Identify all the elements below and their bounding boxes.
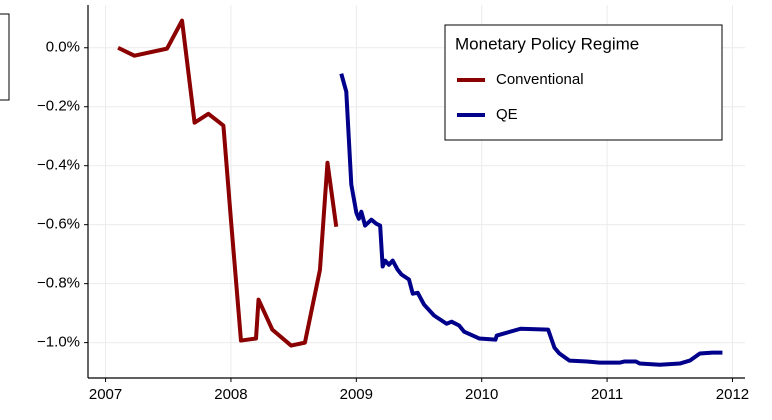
series-line — [339, 73, 723, 367]
lines — [117, 18, 723, 367]
series-line — [117, 18, 339, 348]
x-tick-label: 2010 — [465, 386, 498, 403]
y-tick-label: −1.0% — [37, 334, 80, 351]
legend-label: Conventional — [496, 71, 584, 88]
legend-title: Monetary Policy Regime — [455, 34, 639, 53]
x-tick-label: 2012 — [716, 386, 749, 403]
y-tick-label: −0.6% — [37, 216, 80, 233]
legend-box — [444, 24, 723, 141]
y-tick-label: −0.8% — [37, 275, 80, 292]
x-tick-label: 2008 — [214, 386, 247, 403]
y-tick-label: −0.4% — [37, 157, 80, 174]
x-tick-label: 2011 — [591, 386, 623, 403]
y-tick-label: −0.2% — [37, 98, 80, 115]
y-tick-label: 0.0% — [46, 39, 80, 56]
x-tick-label: 2009 — [340, 386, 373, 403]
cut-off-box — [0, 13, 10, 101]
x-tick-label: 2007 — [89, 386, 122, 403]
legend: Monetary Policy Regime Conventional QE — [444, 24, 723, 141]
legend-label: QE — [496, 106, 518, 123]
